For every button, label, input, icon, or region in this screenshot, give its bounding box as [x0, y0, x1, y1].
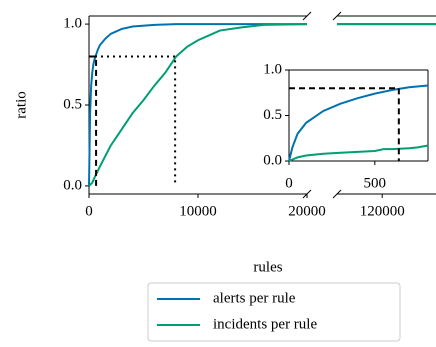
legend-box [147, 282, 401, 342]
y-tick-label: 1.0 [63, 16, 82, 32]
y-tick-label: 0.0 [63, 177, 82, 193]
y-tick-label: 1.0 [263, 61, 282, 77]
x-tick-label: 10000 [179, 203, 217, 219]
series-line [288, 84, 429, 162]
series-line [288, 144, 429, 162]
inset-background [289, 70, 428, 161]
x-tick-label: 0 [285, 175, 293, 191]
y-tick-label: 0.5 [263, 107, 282, 123]
x-tick-label: 120000 [360, 203, 405, 219]
inset-plot: 0.0 0.5 1.0 0 500 [263, 61, 429, 191]
y-tick-label: 0.5 [63, 96, 82, 112]
x-tick-label: 20000 [288, 203, 326, 219]
legend: alerts per rule incidents per rule [157, 290, 317, 332]
series-line [88, 23, 436, 187]
x-tick-label: 500 [364, 175, 387, 191]
axis-break [302, 11, 342, 199]
legend-label: alerts per rule [213, 290, 296, 306]
x-tick-label: 0 [85, 203, 93, 219]
y-tick-label: 0.0 [263, 152, 282, 168]
reference-line [89, 55, 98, 186]
main-plot: 0.0 0.5 1.0 0 10000 20000 120000 [63, 15, 436, 219]
x-axis-label: rules [253, 259, 282, 275]
y-axis-label: ratio [13, 91, 29, 119]
legend-label: incidents per rule [213, 316, 317, 332]
